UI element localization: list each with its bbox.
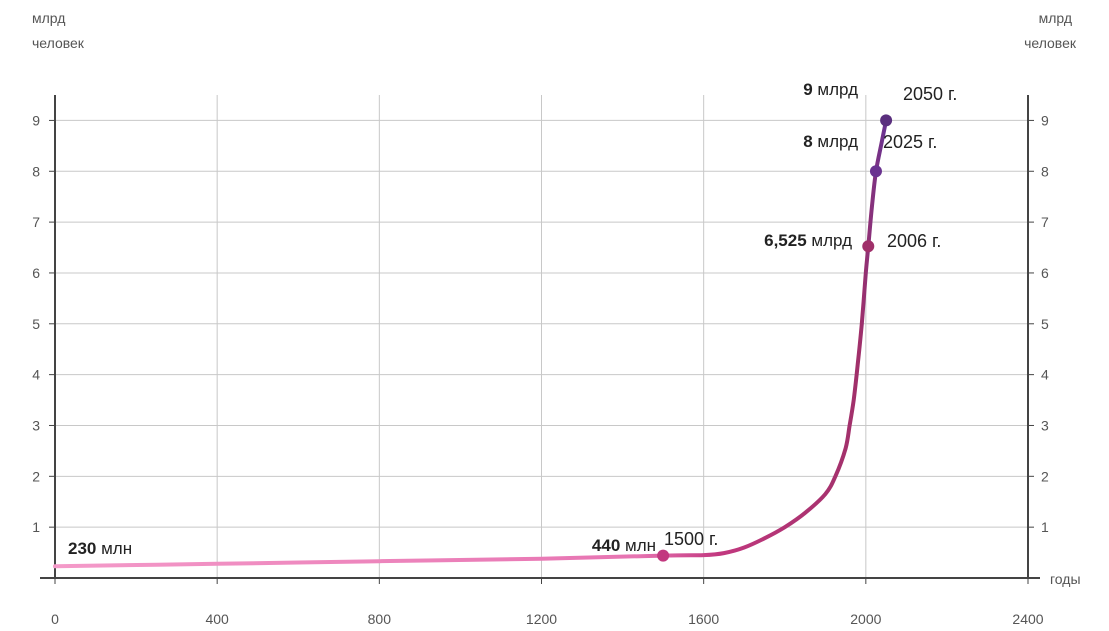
left-tick-label-1: 1 bbox=[32, 519, 40, 535]
x-tick-label-800: 800 bbox=[368, 611, 392, 627]
right-tick-label-9: 9 bbox=[1041, 112, 1049, 128]
x-tick-label-0: 0 bbox=[51, 611, 59, 627]
left-tick-labels: 1 2 3 4 5 6 7 8 9 bbox=[32, 112, 55, 535]
grid-lines bbox=[55, 95, 1028, 578]
value-label-2050: 9 млрд bbox=[803, 80, 858, 99]
x-tick-label-2000: 2000 bbox=[850, 611, 881, 627]
x-tick-label-1200: 1200 bbox=[526, 611, 557, 627]
left-tick-label-2: 2 bbox=[32, 468, 40, 484]
x-tick-label-2400: 2400 bbox=[1012, 611, 1043, 627]
x-tick-label-400: 400 bbox=[205, 611, 229, 627]
right-tick-label-5: 5 bbox=[1041, 316, 1049, 332]
year-label-2050: 2050 г. bbox=[903, 84, 957, 104]
right-tick-label-7: 7 bbox=[1041, 214, 1049, 230]
right-axis-label-line2: человек bbox=[1024, 35, 1077, 51]
value-unit-2050: млрд bbox=[813, 80, 858, 99]
right-tick-labels: 1 2 3 4 5 6 7 8 9 bbox=[1028, 112, 1049, 535]
value-number-1500: 440 bbox=[592, 536, 620, 555]
x-axis-label: годы bbox=[1050, 571, 1081, 587]
left-tick-label-5: 5 bbox=[32, 316, 40, 332]
left-tick-label-9: 9 bbox=[32, 112, 40, 128]
left-axis-label-line2: человек bbox=[32, 35, 85, 51]
marker-2050 bbox=[880, 114, 893, 127]
left-tick-label-6: 6 bbox=[32, 265, 40, 281]
right-axis-label-line1: млрд bbox=[1039, 10, 1072, 26]
data-markers bbox=[657, 114, 893, 562]
right-tick-label-6: 6 bbox=[1041, 265, 1049, 281]
value-label-0: 230 млн bbox=[68, 539, 132, 558]
left-tick-label-8: 8 bbox=[32, 163, 40, 179]
value-unit-2025: млрд bbox=[813, 132, 858, 151]
value-unit-2006: млрд bbox=[807, 231, 852, 250]
right-tick-label-2: 2 bbox=[1041, 468, 1049, 484]
marker-2006 bbox=[862, 240, 875, 253]
value-number-0: 230 bbox=[68, 539, 96, 558]
value-unit-0: млн bbox=[96, 539, 132, 558]
right-tick-label-3: 3 bbox=[1041, 417, 1049, 433]
year-label-2025: 2025 г. bbox=[883, 132, 937, 152]
x-tick-labels: 0 400 800 1200 1600 2000 2400 bbox=[51, 578, 1044, 627]
value-number-2006: 6,525 bbox=[764, 231, 807, 250]
left-tick-label-3: 3 bbox=[32, 417, 40, 433]
population-curve bbox=[53, 118, 889, 569]
value-unit-1500: млн bbox=[620, 536, 656, 555]
x-tick-label-1600: 1600 bbox=[688, 611, 719, 627]
value-label-2006: 6,525 млрд bbox=[764, 231, 852, 250]
value-number-2025: 8 bbox=[803, 132, 812, 151]
right-tick-label-1: 1 bbox=[1041, 519, 1049, 535]
year-label-1500: 1500 г. bbox=[664, 529, 718, 549]
value-label-1500: 440 млн bbox=[592, 536, 656, 555]
marker-2025 bbox=[869, 165, 882, 178]
value-label-2025: 8 млрд bbox=[803, 132, 858, 151]
right-tick-label-4: 4 bbox=[1041, 367, 1049, 383]
right-tick-label-8: 8 bbox=[1041, 163, 1049, 179]
left-tick-label-4: 4 bbox=[32, 367, 40, 383]
value-number-2050: 9 bbox=[803, 80, 812, 99]
left-axis-label-line1: млрд bbox=[32, 10, 65, 26]
year-label-2006: 2006 г. bbox=[887, 231, 941, 251]
marker-1500 bbox=[657, 549, 670, 562]
left-tick-label-7: 7 bbox=[32, 214, 40, 230]
annotations: 230 млн 440 млн 1500 г.6,525 млрд 2006 г.8 … bbox=[68, 80, 957, 558]
